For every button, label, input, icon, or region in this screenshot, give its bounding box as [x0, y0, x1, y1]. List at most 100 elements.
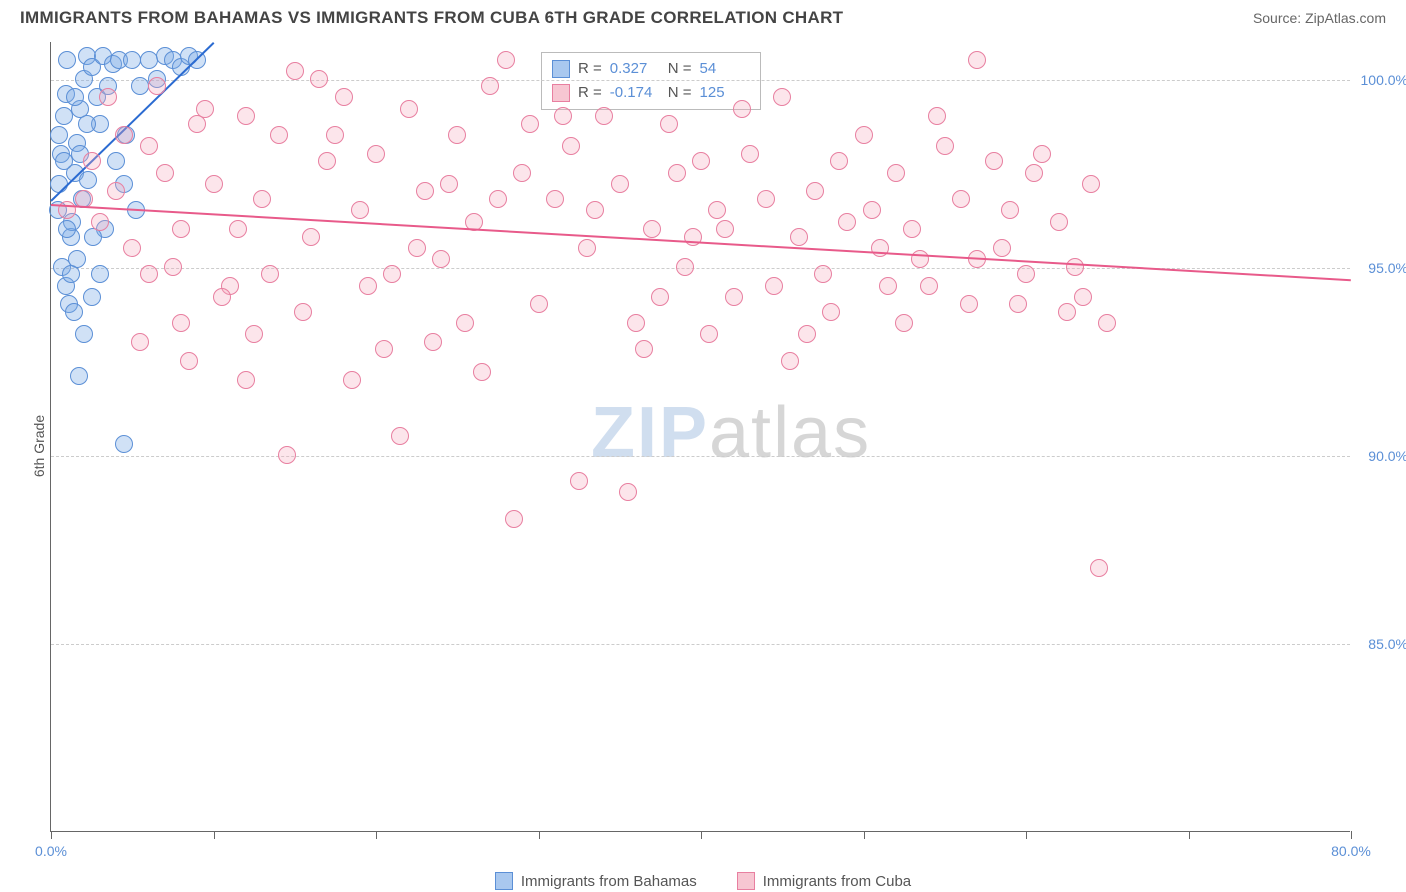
scatter-point-cuba [570, 472, 588, 490]
scatter-point-cuba [903, 220, 921, 238]
chart-source: Source: ZipAtlas.com [1253, 10, 1386, 26]
scatter-point-cuba [822, 303, 840, 321]
scatter-point-bahamas [62, 265, 80, 283]
scatter-point-cuba [432, 250, 450, 268]
bottom-legend: Immigrants from Bahamas Immigrants from C… [0, 872, 1406, 890]
scatter-point-cuba [367, 145, 385, 163]
legend-label: Immigrants from Cuba [763, 873, 911, 890]
x-tick [1189, 831, 1190, 839]
scatter-point-bahamas [70, 367, 88, 385]
scatter-point-cuba [985, 152, 1003, 170]
y-axis-label: 6th Grade [31, 415, 47, 477]
watermark: ZIPatlas [591, 392, 871, 474]
x-tick [701, 831, 702, 839]
scatter-point-cuba [586, 201, 604, 219]
scatter-point-cuba [91, 213, 109, 231]
scatter-point-cuba [326, 126, 344, 144]
x-tick [214, 831, 215, 839]
scatter-point-cuba [627, 314, 645, 332]
chart-title: IMMIGRANTS FROM BAHAMAS VS IMMIGRANTS FR… [20, 8, 843, 28]
scatter-point-cuba [692, 152, 710, 170]
scatter-point-bahamas [75, 325, 93, 343]
scatter-point-cuba [1082, 175, 1100, 193]
scatter-point-cuba [895, 314, 913, 332]
scatter-point-cuba [660, 115, 678, 133]
scatter-point-cuba [733, 100, 751, 118]
scatter-point-bahamas [66, 88, 84, 106]
scatter-point-cuba [375, 340, 393, 358]
scatter-plot-area: ZIPatlas R =0.327N =54R =-0.174N =125 85… [50, 42, 1350, 832]
scatter-point-cuba [140, 265, 158, 283]
scatter-point-cuba [481, 77, 499, 95]
gridline-h [51, 644, 1350, 645]
x-tick [51, 831, 52, 839]
legend-swatch [495, 872, 513, 890]
scatter-point-cuba [830, 152, 848, 170]
chart-header: IMMIGRANTS FROM BAHAMAS VS IMMIGRANTS FR… [0, 0, 1406, 32]
scatter-point-bahamas [107, 152, 125, 170]
x-tick-label: 80.0% [1331, 843, 1371, 859]
scatter-point-cuba [359, 277, 377, 295]
scatter-point-cuba [318, 152, 336, 170]
scatter-point-cuba [294, 303, 312, 321]
scatter-point-cuba [741, 145, 759, 163]
scatter-point-cuba [172, 314, 190, 332]
scatter-point-cuba [773, 88, 791, 106]
scatter-point-cuba [440, 175, 458, 193]
source-value: ZipAtlas.com [1305, 10, 1386, 26]
scatter-point-cuba [960, 295, 978, 313]
scatter-point-cuba [497, 51, 515, 69]
gridline-h [51, 80, 1350, 81]
scatter-point-cuba [489, 190, 507, 208]
scatter-point-cuba [1033, 145, 1051, 163]
scatter-point-cuba [172, 220, 190, 238]
scatter-point-cuba [635, 340, 653, 358]
scatter-point-cuba [156, 164, 174, 182]
scatter-point-cuba [391, 427, 409, 445]
scatter-point-cuba [237, 107, 255, 125]
legend-label: Immigrants from Bahamas [521, 873, 697, 890]
scatter-point-cuba [993, 239, 1011, 257]
scatter-point-cuba [936, 137, 954, 155]
scatter-point-cuba [725, 288, 743, 306]
scatter-point-cuba [920, 277, 938, 295]
scatter-point-cuba [1001, 201, 1019, 219]
scatter-point-cuba [863, 201, 881, 219]
x-tick [1351, 831, 1352, 839]
n-label: N = [668, 81, 692, 105]
scatter-point-cuba [131, 333, 149, 351]
scatter-point-cuba [229, 220, 247, 238]
scatter-point-cuba [879, 277, 897, 295]
scatter-point-cuba [1058, 303, 1076, 321]
scatter-point-cuba [107, 182, 125, 200]
scatter-point-cuba [245, 325, 263, 343]
scatter-point-cuba [473, 363, 491, 381]
scatter-point-cuba [140, 137, 158, 155]
x-tick [539, 831, 540, 839]
scatter-point-cuba [911, 250, 929, 268]
scatter-point-cuba [83, 152, 101, 170]
scatter-point-cuba [261, 265, 279, 283]
scatter-point-cuba [1098, 314, 1116, 332]
scatter-point-cuba [781, 352, 799, 370]
scatter-point-cuba [164, 258, 182, 276]
legend-item: Immigrants from Cuba [737, 872, 911, 890]
scatter-point-cuba [278, 446, 296, 464]
scatter-point-cuba [1025, 164, 1043, 182]
scatter-point-cuba [237, 371, 255, 389]
scatter-point-bahamas [140, 51, 158, 69]
r-label: R = [578, 57, 602, 81]
scatter-point-cuba [400, 100, 418, 118]
scatter-point-cuba [270, 126, 288, 144]
gridline-h [51, 456, 1350, 457]
scatter-point-cuba [343, 371, 361, 389]
scatter-point-cuba [595, 107, 613, 125]
scatter-point-cuba [213, 288, 231, 306]
scatter-point-bahamas [58, 220, 76, 238]
scatter-point-bahamas [50, 126, 68, 144]
scatter-point-cuba [708, 201, 726, 219]
scatter-point-cuba [505, 510, 523, 528]
scatter-point-cuba [757, 190, 775, 208]
scatter-point-cuba [806, 182, 824, 200]
scatter-point-bahamas [78, 115, 96, 133]
